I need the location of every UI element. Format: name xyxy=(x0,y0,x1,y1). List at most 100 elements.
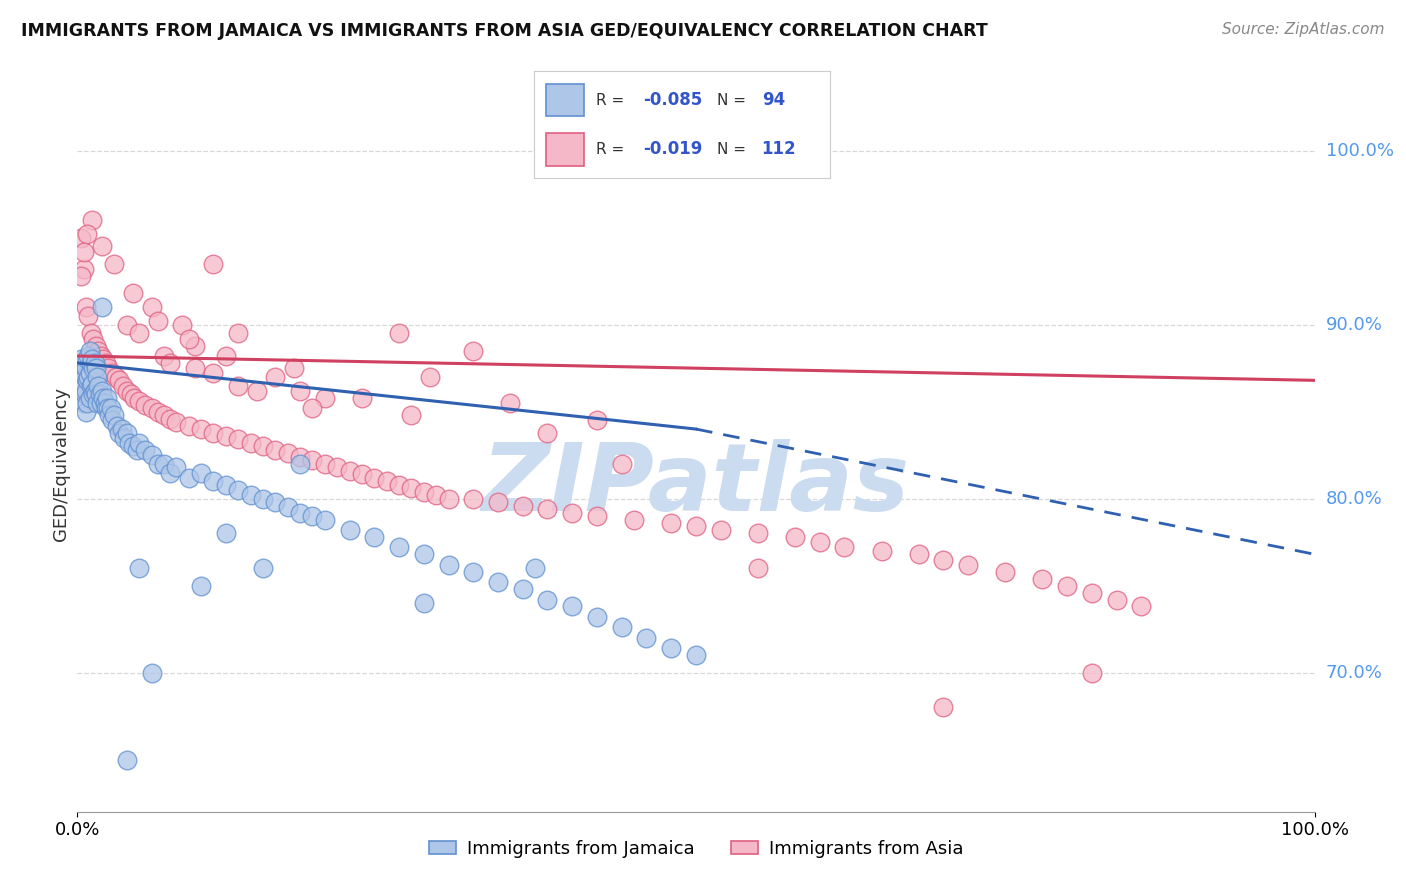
Point xyxy=(1031,572,1053,586)
Point xyxy=(82,361,104,376)
Point xyxy=(388,541,411,555)
Point xyxy=(128,436,150,450)
Point xyxy=(252,561,274,575)
Point xyxy=(350,391,373,405)
Point xyxy=(419,370,441,384)
Point xyxy=(73,370,96,384)
Point xyxy=(524,561,547,575)
Point xyxy=(122,391,145,405)
Point xyxy=(685,648,707,663)
Point xyxy=(288,506,311,520)
Point xyxy=(128,326,150,341)
Point xyxy=(586,610,609,624)
Point xyxy=(834,541,856,555)
Point xyxy=(486,575,509,590)
Point xyxy=(101,413,124,427)
Point xyxy=(463,565,485,579)
Text: 112: 112 xyxy=(762,141,796,159)
Point xyxy=(112,378,135,392)
Point xyxy=(401,408,423,422)
Point xyxy=(97,361,120,376)
Point xyxy=(146,405,169,419)
Point xyxy=(76,352,98,367)
Point xyxy=(350,467,373,482)
Point xyxy=(710,523,733,537)
Point xyxy=(76,396,98,410)
Point xyxy=(141,301,163,315)
Point xyxy=(301,508,323,523)
Point xyxy=(437,558,460,572)
Text: 80.0%: 80.0% xyxy=(1326,490,1382,508)
Text: Source: ZipAtlas.com: Source: ZipAtlas.com xyxy=(1222,22,1385,37)
Point xyxy=(87,343,110,358)
Point xyxy=(84,338,107,352)
Point xyxy=(994,565,1017,579)
Point xyxy=(190,422,212,436)
Point xyxy=(685,519,707,533)
Point xyxy=(141,401,163,416)
Point xyxy=(301,453,323,467)
Point xyxy=(153,457,176,471)
Point xyxy=(172,318,194,332)
Point xyxy=(83,384,105,398)
Point xyxy=(1056,578,1078,592)
Point xyxy=(153,349,176,363)
Point xyxy=(277,500,299,515)
Point xyxy=(363,530,385,544)
Point xyxy=(91,239,114,253)
Point xyxy=(314,391,336,405)
Point xyxy=(314,512,336,526)
Point xyxy=(122,440,145,454)
Point xyxy=(72,262,94,277)
Point xyxy=(177,332,200,346)
Point xyxy=(91,391,114,405)
Point xyxy=(215,526,238,541)
Point xyxy=(808,535,831,549)
Point xyxy=(339,523,361,537)
Point xyxy=(283,361,305,376)
Point xyxy=(75,301,97,315)
Point xyxy=(80,378,103,392)
Point xyxy=(623,512,645,526)
Point xyxy=(277,446,299,460)
Point xyxy=(103,257,125,271)
Point xyxy=(159,466,181,480)
Point xyxy=(215,429,238,443)
Point xyxy=(96,391,118,405)
Point xyxy=(103,408,125,422)
Point xyxy=(105,418,128,433)
Point xyxy=(314,457,336,471)
Point xyxy=(108,373,131,387)
Point xyxy=(128,561,150,575)
Point xyxy=(536,502,558,516)
Point xyxy=(134,398,156,412)
FancyBboxPatch shape xyxy=(546,84,585,116)
Point xyxy=(288,457,311,471)
Point xyxy=(79,367,101,381)
Point xyxy=(252,440,274,454)
Point xyxy=(120,387,142,401)
Point xyxy=(125,442,148,457)
Point xyxy=(101,367,124,381)
Point xyxy=(783,530,806,544)
Point xyxy=(77,309,100,323)
Point xyxy=(202,257,225,271)
Point xyxy=(104,370,127,384)
Text: ZIPatlas: ZIPatlas xyxy=(482,439,910,531)
Point xyxy=(288,450,311,464)
Point xyxy=(84,387,107,401)
Point xyxy=(141,665,163,680)
Point xyxy=(184,338,207,352)
Point xyxy=(80,326,103,341)
Point xyxy=(907,547,929,561)
Point xyxy=(388,326,411,341)
Point xyxy=(659,641,682,656)
Point xyxy=(1105,592,1128,607)
Point xyxy=(1081,585,1104,599)
Point xyxy=(79,343,101,358)
Point xyxy=(412,484,434,499)
Point xyxy=(932,700,955,714)
Point xyxy=(610,620,633,634)
Point xyxy=(94,401,117,416)
Point xyxy=(93,396,115,410)
